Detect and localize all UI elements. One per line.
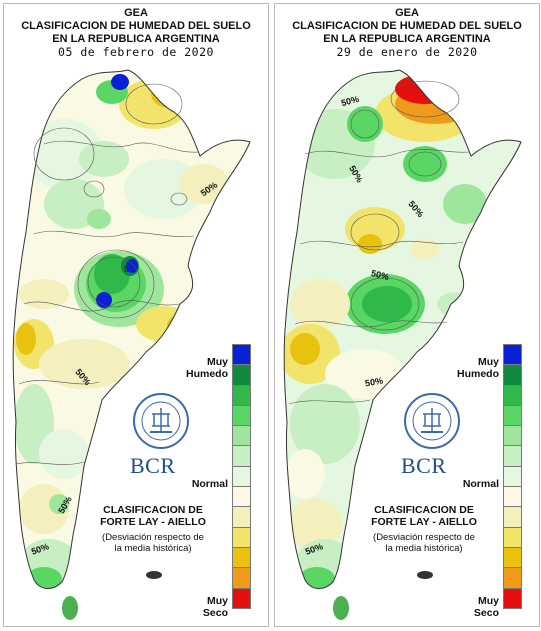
map-panel-feb-05: 5 GEA CLASIFICACION DE HUMEDAD DEL SUELO… (3, 3, 269, 627)
legend-swatch (503, 364, 522, 386)
legend-swatch (503, 546, 522, 569)
legend-swatch (503, 384, 522, 406)
legend-swatch (232, 546, 251, 569)
legend-swatch (503, 465, 522, 488)
title-line-2: EN LA REPUBLICA ARGENTINA (52, 33, 220, 45)
title-line-1: CLASIFICACION DE HUMEDAD DEL SUELO (292, 20, 522, 32)
deviation-note: (Desviación respecto de la media históric… (373, 532, 475, 554)
legend-label-normal: Normal (191, 478, 228, 490)
soil-moisture-map: 5 (12, 69, 251, 620)
color-scale-legend (503, 344, 522, 609)
legend-swatch (232, 445, 251, 467)
classification-label: CLASIFICACION DE FORTE LAY - AIELLO (100, 504, 206, 528)
legend-label-very-dry: Muy Seco (202, 595, 228, 619)
legend-swatch (232, 587, 251, 609)
legend-swatch (503, 486, 522, 508)
title-line-1: CLASIFICACION DE HUMEDAD DEL SUELO (21, 20, 251, 32)
bcr-seal-logo (404, 393, 460, 449)
legend-label-very-wet: Muy Humedo (457, 356, 499, 380)
legend-swatch (503, 404, 522, 427)
legend-label-normal: Normal (462, 478, 499, 490)
map-panel-jan-29: GEA CLASIFICACION DE HUMEDAD DEL SUELO E… (274, 3, 540, 627)
classification-label: CLASIFICACION DE FORTE LAY - AIELLO (371, 504, 477, 528)
legend-swatch (503, 344, 522, 366)
legend-swatch (232, 465, 251, 488)
bcr-logo-text: BCR (130, 453, 176, 478)
legend-swatch (503, 587, 522, 609)
soil-moisture-map (283, 69, 522, 620)
legend-swatch (232, 567, 251, 589)
map-date: 29 de enero de 2020 (336, 45, 478, 59)
org-label: GEA (124, 7, 148, 19)
map-date: 05 de febrero de 2020 (58, 45, 214, 59)
title-line-2: EN LA REPUBLICA ARGENTINA (323, 33, 491, 45)
legend-swatch (232, 425, 251, 447)
map-header: GEA CLASIFICACION DE HUMEDAD DEL SUELO E… (275, 7, 539, 59)
legend-swatch (232, 384, 251, 406)
legend-swatch (232, 364, 251, 386)
legend-label-very-dry: Muy Seco (473, 595, 499, 619)
legend-swatch (232, 486, 251, 508)
map-header: GEA CLASIFICACION DE HUMEDAD DEL SUELO E… (4, 7, 268, 59)
legend-swatch (503, 425, 522, 447)
bcr-seal-logo (133, 393, 189, 449)
legend-swatch (232, 344, 251, 366)
org-label: GEA (395, 7, 419, 19)
legend-swatch (232, 526, 251, 548)
legend-swatch (503, 445, 522, 467)
deviation-note: (Desviación respecto de la media históric… (102, 532, 204, 554)
bcr-logo-text: BCR (401, 453, 447, 478)
legend-swatch (503, 567, 522, 589)
legend-swatch (232, 404, 251, 427)
legend-swatch (503, 526, 522, 548)
legend-swatch (503, 506, 522, 528)
color-scale-legend (232, 344, 251, 609)
legend-label-very-wet: Muy Humedo (186, 356, 228, 380)
svg-text:5: 5 (124, 265, 129, 274)
legend-swatch (232, 506, 251, 528)
